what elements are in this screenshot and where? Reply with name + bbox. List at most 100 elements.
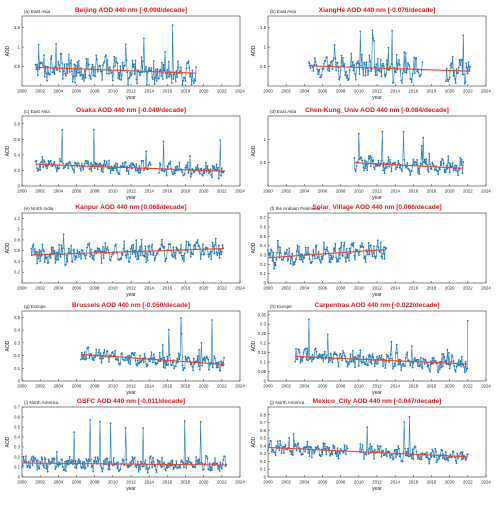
- data-point: [176, 165, 179, 168]
- y-tick-label: 0: [264, 475, 267, 480]
- x-tick-label: 2006: [72, 480, 82, 485]
- data-point: [322, 68, 325, 71]
- data-point: [296, 358, 299, 360]
- x-tick-label: 2018: [181, 89, 191, 94]
- data-point: [370, 68, 373, 70]
- data-point: [346, 256, 349, 259]
- data-point: [46, 164, 49, 167]
- data-point: [444, 360, 446, 363]
- x-tick-label: 2010: [108, 480, 118, 485]
- data-point: [347, 361, 350, 364]
- data-point: [46, 470, 49, 473]
- data-point: [342, 451, 345, 454]
- x-tick-label: 2024: [235, 286, 245, 291]
- x-tick-label: 2008: [90, 89, 100, 94]
- trend-line: [35, 163, 225, 172]
- data-point: [159, 68, 162, 71]
- data-point: [143, 352, 146, 355]
- data-point: [75, 256, 78, 259]
- data-point: [153, 357, 156, 360]
- data-point: [126, 464, 129, 467]
- data-point: [112, 457, 115, 460]
- data-point: [337, 260, 340, 263]
- data-point: [296, 244, 299, 247]
- data-point: [413, 357, 416, 359]
- data-point: [90, 352, 92, 355]
- data-point: [151, 243, 154, 246]
- x-tick-label: 2002: [35, 89, 45, 94]
- data-point: [326, 246, 328, 249]
- data-point: [102, 64, 104, 66]
- data-point: [154, 77, 157, 79]
- data-point: [451, 354, 453, 356]
- data-point: [36, 63, 38, 66]
- x-tick-label: 2010: [354, 384, 364, 389]
- data-point: [339, 257, 341, 260]
- data-point: [323, 248, 326, 251]
- data-point: [102, 357, 104, 360]
- data-point: [167, 60, 170, 63]
- data-point: [305, 358, 308, 361]
- data-point: [108, 354, 111, 357]
- data-point: [122, 247, 125, 250]
- data-point: [364, 74, 367, 77]
- data-point: [211, 241, 214, 244]
- data-point: [210, 361, 213, 364]
- x-tick-label: 2012: [372, 89, 382, 94]
- data-point: [327, 64, 330, 67]
- data-point: [73, 248, 76, 251]
- y-tick-label: 0: [18, 475, 21, 480]
- data-point: [83, 461, 85, 463]
- y-axis-label: AOD: [5, 340, 11, 351]
- x-tick-label: 2000: [17, 189, 27, 194]
- data-point: [442, 353, 445, 355]
- data-point: [428, 368, 431, 371]
- data-point: [57, 60, 60, 63]
- data-point: [89, 75, 91, 77]
- chart-title: Kanpur AOD 440 nm [0.068/decade]: [75, 204, 186, 211]
- data-point: [379, 356, 381, 359]
- data-point: [150, 351, 153, 353]
- data-point: [220, 250, 223, 253]
- x-tick-label: 2006: [318, 89, 328, 94]
- data-point: [435, 461, 438, 463]
- data-point: [89, 168, 91, 171]
- data-point: [218, 256, 221, 259]
- data-point: [333, 353, 335, 356]
- data-point: [42, 464, 45, 467]
- data-point: [382, 449, 384, 452]
- chart-title: Carpentras AOD 440 nm [-0.022/decade]: [314, 302, 439, 309]
- data-point: [373, 39, 375, 42]
- data-point: [197, 462, 200, 465]
- data-point: [219, 139, 222, 142]
- data-point: [326, 447, 329, 450]
- data-point: [394, 161, 397, 164]
- data-point: [400, 369, 403, 371]
- data-point: [383, 172, 386, 175]
- data-point: [458, 168, 461, 171]
- data-point: [38, 68, 41, 70]
- data-point: [86, 246, 88, 249]
- data-point: [404, 52, 407, 54]
- data-point: [99, 464, 102, 467]
- data-point: [43, 75, 46, 78]
- data-point: [395, 352, 397, 355]
- data-point: [452, 75, 455, 77]
- data-point: [222, 459, 225, 461]
- data-point: [104, 55, 107, 58]
- data-point: [102, 245, 104, 248]
- data-point: [409, 364, 412, 367]
- series-line: [267, 416, 468, 464]
- data-point: [145, 261, 148, 264]
- data-point: [392, 367, 394, 370]
- data-point: [312, 249, 315, 251]
- data-point: [442, 457, 444, 460]
- data-point: [173, 73, 176, 75]
- data-point: [451, 355, 454, 358]
- data-point: [192, 253, 195, 256]
- data-point: [421, 452, 424, 454]
- data-point: [104, 242, 107, 244]
- data-point: [32, 455, 35, 458]
- data-point: [462, 161, 465, 163]
- data-point: [210, 173, 213, 176]
